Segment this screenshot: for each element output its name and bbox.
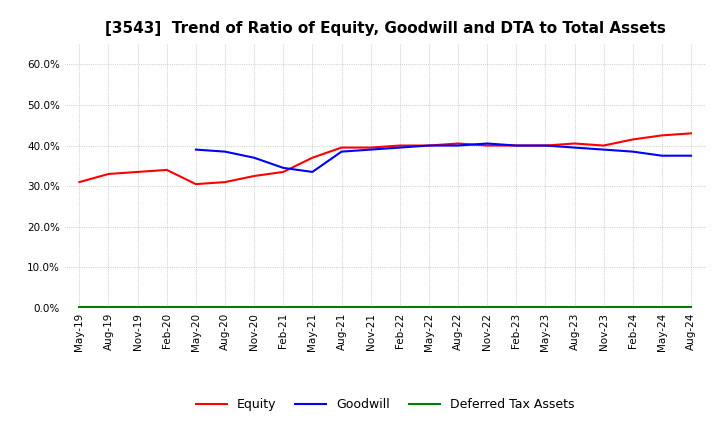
Deferred Tax Assets <box>163 304 171 309</box>
Goodwill <box>192 147 200 152</box>
Deferred Tax Assets <box>657 304 666 309</box>
Equity <box>75 180 84 185</box>
Deferred Tax Assets <box>483 304 492 309</box>
Deferred Tax Assets <box>133 304 142 309</box>
Goodwill <box>483 141 492 146</box>
Goodwill <box>629 149 637 154</box>
Equity <box>366 145 375 150</box>
Equity <box>687 131 696 136</box>
Deferred Tax Assets <box>395 304 404 309</box>
Deferred Tax Assets <box>570 304 579 309</box>
Equity <box>599 143 608 148</box>
Deferred Tax Assets <box>512 304 521 309</box>
Deferred Tax Assets <box>366 304 375 309</box>
Equity <box>133 169 142 175</box>
Equity <box>337 145 346 150</box>
Equity <box>308 155 317 160</box>
Deferred Tax Assets <box>192 304 200 309</box>
Equity <box>104 171 113 176</box>
Goodwill <box>250 155 258 160</box>
Goodwill <box>308 169 317 175</box>
Equity <box>395 143 404 148</box>
Equity <box>250 173 258 179</box>
Equity <box>163 167 171 172</box>
Deferred Tax Assets <box>541 304 550 309</box>
Equity <box>192 181 200 187</box>
Equity <box>279 169 287 175</box>
Goodwill <box>279 165 287 171</box>
Equity <box>220 180 229 185</box>
Goodwill <box>395 145 404 150</box>
Equity <box>483 143 492 148</box>
Deferred Tax Assets <box>337 304 346 309</box>
Goodwill <box>512 143 521 148</box>
Line: Goodwill: Goodwill <box>196 143 691 172</box>
Equity <box>629 137 637 142</box>
Title: [3543]  Trend of Ratio of Equity, Goodwill and DTA to Total Assets: [3543] Trend of Ratio of Equity, Goodwil… <box>105 21 665 36</box>
Equity <box>454 141 462 146</box>
Deferred Tax Assets <box>599 304 608 309</box>
Deferred Tax Assets <box>687 304 696 309</box>
Deferred Tax Assets <box>425 304 433 309</box>
Goodwill <box>657 153 666 158</box>
Deferred Tax Assets <box>75 304 84 309</box>
Goodwill <box>570 145 579 150</box>
Deferred Tax Assets <box>104 304 113 309</box>
Line: Equity: Equity <box>79 133 691 184</box>
Goodwill <box>599 147 608 152</box>
Goodwill <box>425 143 433 148</box>
Legend: Equity, Goodwill, Deferred Tax Assets: Equity, Goodwill, Deferred Tax Assets <box>191 393 580 416</box>
Goodwill <box>337 149 346 154</box>
Deferred Tax Assets <box>220 304 229 309</box>
Deferred Tax Assets <box>629 304 637 309</box>
Equity <box>512 143 521 148</box>
Equity <box>657 133 666 138</box>
Goodwill <box>687 153 696 158</box>
Equity <box>425 143 433 148</box>
Goodwill <box>366 147 375 152</box>
Deferred Tax Assets <box>250 304 258 309</box>
Deferred Tax Assets <box>308 304 317 309</box>
Goodwill <box>454 143 462 148</box>
Equity <box>570 141 579 146</box>
Deferred Tax Assets <box>454 304 462 309</box>
Deferred Tax Assets <box>279 304 287 309</box>
Goodwill <box>541 143 550 148</box>
Equity <box>541 143 550 148</box>
Goodwill <box>220 149 229 154</box>
